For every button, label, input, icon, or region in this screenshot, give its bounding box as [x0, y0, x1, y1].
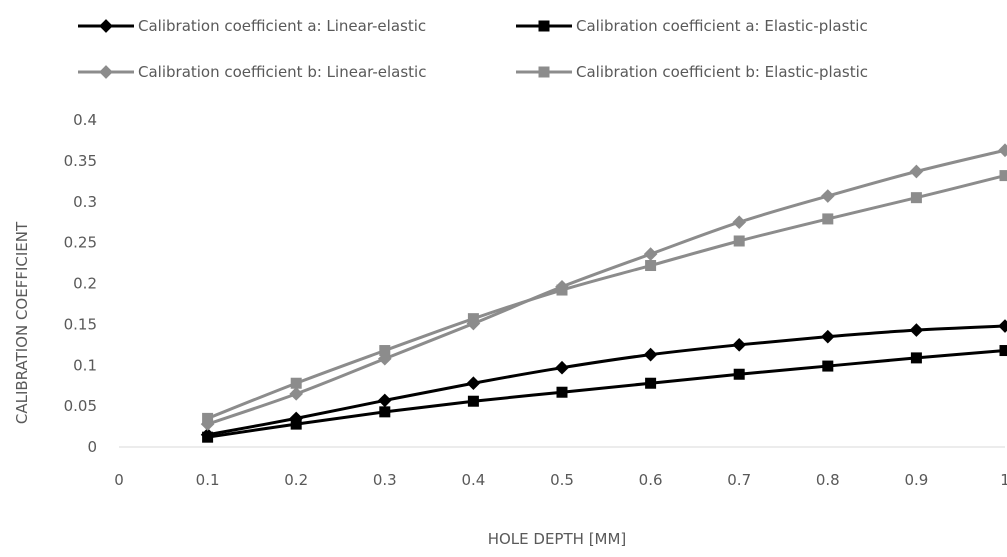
data-point — [821, 189, 835, 203]
legend-label: Calibration coefficient b: Elastic-plast… — [576, 63, 868, 81]
data-point — [468, 396, 479, 407]
legend-marker — [99, 19, 113, 33]
data-point — [821, 330, 835, 344]
data-point — [998, 143, 1007, 157]
y-tick-label: 0.1 — [73, 356, 97, 374]
data-point — [645, 260, 656, 271]
x-tick-label: 0.9 — [904, 471, 928, 489]
data-point — [822, 361, 833, 372]
data-point — [910, 323, 924, 337]
data-point — [998, 319, 1007, 333]
series-4 — [202, 170, 1007, 424]
data-point — [468, 313, 479, 324]
series-line — [208, 351, 1005, 438]
legend-label: Calibration coefficient b: Linear-elasti… — [138, 63, 426, 81]
data-point — [291, 378, 302, 389]
x-tick-label: 0.4 — [461, 471, 485, 489]
y-tick-label: 0.15 — [64, 315, 97, 333]
data-point — [379, 406, 390, 417]
series-1 — [201, 319, 1007, 441]
data-point — [732, 338, 746, 352]
legend-item: Calibration coefficient a: Linear-elasti… — [78, 17, 426, 35]
x-tick-label: 0.8 — [816, 471, 840, 489]
y-tick-label: 0.05 — [64, 397, 97, 415]
legend-item: Calibration coefficient b: Elastic-plast… — [516, 63, 868, 81]
legend-item: Calibration coefficient b: Linear-elasti… — [78, 63, 426, 81]
y-axis-title: CALIBRATION COEFFICIENT — [13, 221, 31, 424]
data-point — [911, 192, 922, 203]
y-axis-tick-labels: 0 0.05 0.1 0.15 0.2 0.25 0.3 0.35 0.4 — [64, 111, 97, 456]
x-tick-label: 1 — [1000, 471, 1007, 489]
data-point — [645, 378, 656, 389]
data-point — [732, 215, 746, 229]
legend-label: Calibration coefficient a: Elastic-plast… — [576, 17, 868, 35]
data-point — [202, 432, 213, 443]
y-tick-label: 0.25 — [64, 234, 97, 252]
legend: Calibration coefficient a: Linear-elasti… — [78, 17, 868, 81]
data-point — [734, 369, 745, 380]
y-tick-label: 0.3 — [73, 193, 97, 211]
y-tick-label: 0.4 — [73, 111, 97, 129]
data-point — [910, 165, 924, 179]
y-tick-label: 0.35 — [64, 152, 97, 170]
x-tick-label: 0.6 — [639, 471, 663, 489]
legend-marker — [539, 21, 550, 32]
legend-item: Calibration coefficient a: Elastic-plast… — [516, 17, 868, 35]
x-tick-label: 0.7 — [727, 471, 751, 489]
y-tick-label: 0.2 — [73, 275, 97, 293]
data-point — [555, 361, 569, 375]
legend-label: Calibration coefficient a: Linear-elasti… — [138, 17, 426, 35]
legend-marker — [539, 67, 550, 78]
data-point — [734, 235, 745, 246]
legend-marker — [99, 65, 113, 79]
x-axis-title: HOLE DEPTH [MM] — [488, 530, 627, 548]
data-point — [557, 387, 568, 398]
series-line — [208, 150, 1005, 424]
x-tick-label: 0 — [114, 471, 124, 489]
x-tick-label: 0.2 — [284, 471, 308, 489]
data-point — [467, 376, 481, 390]
data-point — [289, 387, 303, 401]
data-point — [557, 285, 568, 296]
data-point — [644, 348, 658, 362]
series — [201, 143, 1007, 442]
data-point — [911, 352, 922, 363]
data-point — [378, 394, 392, 408]
data-point — [379, 345, 390, 356]
data-point — [202, 413, 213, 424]
data-point — [1000, 345, 1007, 356]
data-point — [291, 419, 302, 430]
x-tick-label: 0.3 — [373, 471, 397, 489]
data-point — [822, 213, 833, 224]
y-tick-label: 0 — [87, 438, 97, 456]
x-tick-label: 0.5 — [550, 471, 574, 489]
x-tick-label: 0.1 — [196, 471, 220, 489]
data-point — [1000, 170, 1007, 181]
x-axis-tick-labels: 0 0.1 0.2 0.3 0.4 0.5 0.6 0.7 0.8 0.9 1 — [114, 471, 1007, 489]
data-point — [644, 247, 658, 261]
